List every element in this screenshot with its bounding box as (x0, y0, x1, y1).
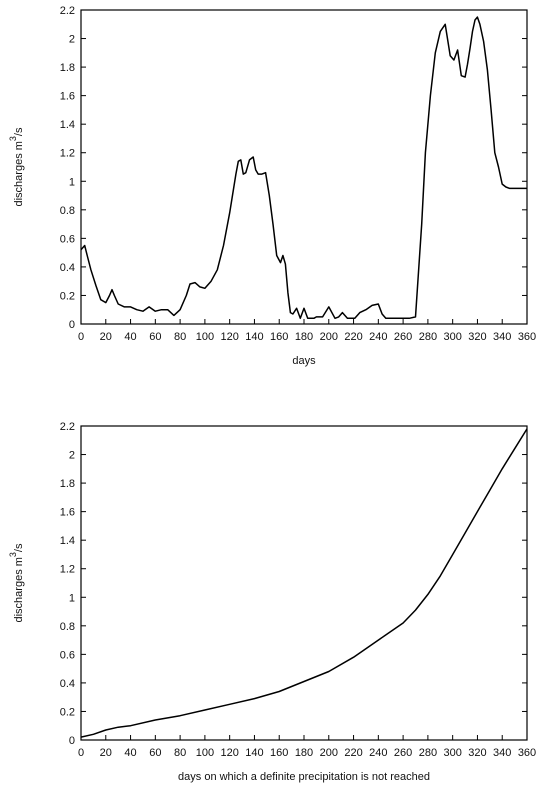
y-axis-title-unit: /s (13, 543, 25, 552)
x-tick-label: 200 (320, 747, 338, 759)
x-axis-title: days on which a definite precipitation i… (178, 771, 430, 783)
y-tick-label: 1.4 (60, 535, 75, 547)
x-tick-label: 240 (369, 331, 387, 343)
x-tick-label: 120 (220, 331, 238, 343)
y-tick-label: 2.2 (60, 421, 75, 433)
x-tick-label: 120 (220, 747, 238, 759)
y-tick-label: 2 (69, 34, 75, 46)
x-tick-label: 180 (295, 747, 313, 759)
x-tick-label: 320 (468, 331, 486, 343)
x-axis-title: days (292, 355, 316, 367)
y-tick-label: 2 (69, 450, 75, 462)
x-tick-label: 300 (443, 331, 461, 343)
y-tick-label: 0.6 (60, 233, 75, 245)
y-axis-title-superscript: 3 (8, 552, 18, 557)
y-tick-label: 0 (69, 735, 75, 747)
y-axis-title: discharges m3/s (8, 127, 25, 206)
x-tick-label: 80 (174, 331, 186, 343)
plot-frame (80, 9, 528, 325)
x-tick-label: 280 (419, 747, 437, 759)
x-tick-label: 240 (369, 747, 387, 759)
x-tick-label: 260 (394, 331, 412, 343)
y-tick-label: 0 (69, 319, 75, 331)
y-tick-label: 1.8 (60, 478, 75, 490)
x-tick-label: 100 (196, 747, 214, 759)
x-tick-label: 320 (468, 747, 486, 759)
y-tick-label: 1.8 (60, 62, 75, 74)
x-tick-label: 140 (245, 747, 263, 759)
y-tick-label: 0.4 (60, 262, 75, 274)
x-tick-label: 360 (518, 747, 536, 759)
y-axis-title-text: discharges m (13, 557, 25, 622)
x-tick-label: 140 (245, 331, 263, 343)
y-tick-label: 0.8 (60, 205, 75, 217)
x-tick-label: 220 (344, 747, 362, 759)
x-tick-label: 160 (270, 331, 288, 343)
x-tick-label: 180 (295, 331, 313, 343)
x-tick-label: 160 (270, 747, 288, 759)
x-tick-label: 200 (320, 331, 338, 343)
x-tick-label: 220 (344, 331, 362, 343)
y-tick-label: 1.6 (60, 91, 75, 103)
x-tick-label: 0 (78, 331, 84, 343)
y-tick-label: 1.2 (60, 564, 75, 576)
x-tick-label: 80 (174, 747, 186, 759)
y-tick-label: 1.2 (60, 148, 75, 160)
discharge-duration-curve-chart: 0 0.2 0.4 0.6 0.8 1 1.2 1.4 1.6 1.8 2 2.2 0 20 40 60 80 1… (8, 421, 536, 783)
x-tick-label: 100 (196, 331, 214, 343)
x-tick-label: 0 (78, 747, 84, 759)
y-tick-label: 0.2 (60, 290, 75, 302)
x-tick-label: 40 (124, 747, 136, 759)
x-tick-label: 60 (149, 331, 161, 343)
x-tick-label: 360 (518, 331, 536, 343)
y-axis-title: discharges m3/s (8, 543, 25, 622)
x-tick-label: 40 (124, 331, 136, 343)
discharge-by-day-chart: 0 0.2 0.4 0.6 0.8 1 1.2 1.4 1.6 1.8 2 2.2 0 20 40 60 80 1… (8, 5, 536, 367)
series-line-0 (80, 428, 528, 738)
x-tick-label: 340 (493, 747, 511, 759)
y-tick-label: 2.2 (60, 5, 75, 17)
y-tick-label: 0.8 (60, 621, 75, 633)
y-axis-title-unit: /s (13, 127, 25, 136)
plot-frame (80, 425, 528, 741)
y-tick-label: 1.4 (60, 119, 75, 131)
x-tick-label: 280 (419, 331, 437, 343)
y-tick-label: 1 (69, 592, 75, 604)
y-axis-title-text: discharges m (13, 141, 25, 206)
x-tick-label: 300 (443, 747, 461, 759)
x-tick-label: 60 (149, 747, 161, 759)
y-tick-label: 0.6 (60, 649, 75, 661)
series-line-0 (80, 16, 527, 320)
y-tick-label: 0.2 (60, 706, 75, 718)
x-tick-label: 20 (100, 747, 112, 759)
x-tick-label: 260 (394, 747, 412, 759)
y-axis-title-superscript: 3 (8, 136, 18, 141)
x-tick-label: 20 (100, 331, 112, 343)
y-tick-label: 1.6 (60, 507, 75, 519)
y-tick-label: 1 (69, 176, 75, 188)
y-tick-label: 0.4 (60, 678, 75, 690)
x-tick-label: 340 (493, 331, 511, 343)
